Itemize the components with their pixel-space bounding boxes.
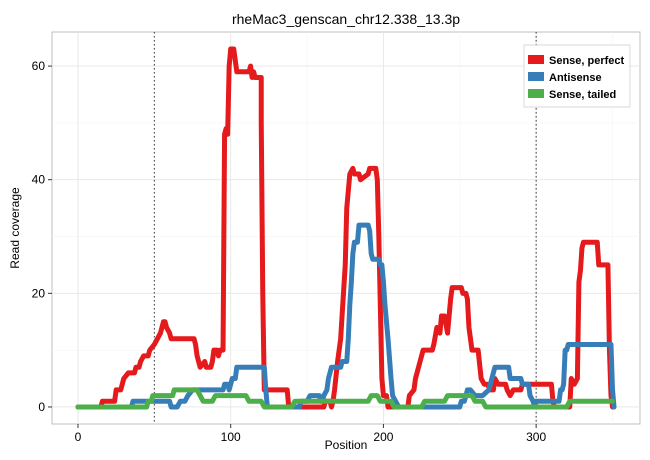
series-group	[75, 46, 617, 410]
legend-swatch-0	[528, 55, 544, 64]
y-axis-label: Read coverage	[8, 187, 22, 269]
x-tick-label: 300	[526, 430, 546, 444]
chart-title: rheMac3_genscan_chr12.338_13.3p	[232, 11, 460, 27]
legend-label-0: Sense, perfect	[549, 55, 625, 67]
x-tick-label: 100	[221, 430, 241, 444]
legend: Sense, perfect Antisense Sense, tailed	[523, 44, 631, 108]
y-axis: 0 20 40 60	[32, 59, 52, 414]
legend-label-2: Sense, tailed	[549, 89, 616, 101]
x-axis: 0 100 200 300	[75, 424, 546, 444]
y-tick-label: 60	[32, 59, 46, 73]
legend-swatch-1	[528, 72, 544, 81]
y-tick-label: 0	[38, 400, 45, 414]
legend-label-1: Antisense	[549, 72, 602, 84]
legend-swatch-2	[528, 89, 544, 98]
x-tick-label: 200	[373, 430, 393, 444]
x-tick-label: 0	[75, 430, 82, 444]
series-line-2	[75, 387, 616, 410]
series-line-1	[75, 222, 617, 410]
x-axis-label: Position	[325, 438, 368, 452]
series-line-0	[75, 46, 616, 410]
y-tick-label: 20	[32, 286, 46, 300]
y-tick-label: 40	[32, 173, 46, 187]
